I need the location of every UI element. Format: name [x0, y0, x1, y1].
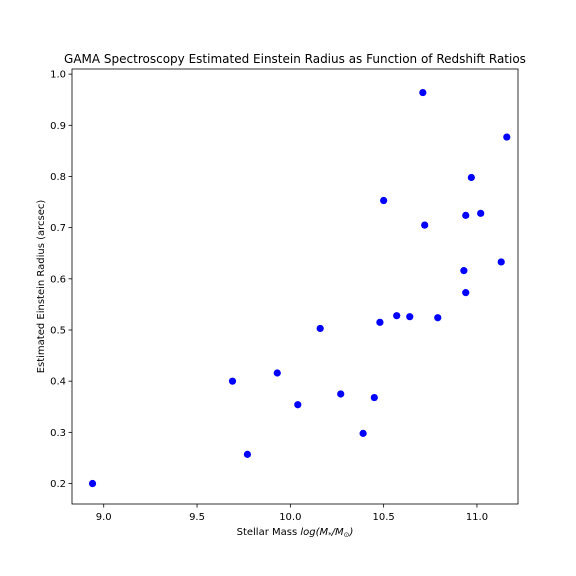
- x-axis-label-close: ): [349, 527, 354, 538]
- data-point: [376, 318, 384, 326]
- data-point: [497, 258, 505, 266]
- y-tick-label: 0.2: [50, 479, 66, 490]
- data-point: [434, 314, 442, 322]
- chart-title: GAMA Spectroscopy Estimated Einstein Rad…: [64, 52, 526, 66]
- x-axis-label-slash: /M: [331, 527, 344, 538]
- data-point: [467, 173, 475, 182]
- data-point: [316, 324, 324, 333]
- x-axis-label-sub: *: [328, 531, 332, 539]
- data-point: [337, 390, 345, 398]
- data-point: [370, 393, 378, 402]
- x-axis-ticks: 9.0 9.5 10.0 10.5 11.0: [96, 504, 488, 523]
- data-point: [462, 211, 470, 219]
- data-point: [421, 221, 429, 229]
- x-tick-label: 9.5: [189, 512, 205, 523]
- y-tick-label: 0.8: [50, 172, 66, 183]
- x-tick-label: 11.0: [466, 512, 488, 523]
- data-point: [359, 429, 367, 437]
- x-axis-label-prefix: Stellar Mass: [237, 527, 301, 538]
- x-axis-label-math: log(M: [300, 527, 328, 538]
- data-point: [88, 479, 97, 488]
- y-tick-label: 0.4: [50, 377, 66, 388]
- x-tick-label: 10.0: [279, 512, 301, 523]
- data-point: [462, 289, 470, 297]
- y-axis-ticks: 0.2 0.3 0.4 0.5 0.6 0.7 0.8 0.9 1.0: [50, 70, 72, 490]
- data-points: [88, 88, 511, 488]
- data-point: [273, 369, 281, 377]
- data-point: [380, 196, 388, 205]
- data-point: [503, 133, 511, 141]
- x-axis-label: Stellar Mass log(M*/M⊙): [237, 527, 354, 539]
- y-tick-label: 0.9: [50, 121, 66, 132]
- y-tick-label: 0.5: [50, 326, 66, 337]
- y-tick-label: 1.0: [50, 70, 66, 81]
- data-point: [406, 313, 414, 321]
- y-tick-label: 0.3: [50, 428, 66, 439]
- data-point: [294, 401, 302, 409]
- x-tick-label: 9.0: [96, 512, 112, 523]
- data-point: [228, 377, 237, 385]
- data-point: [419, 88, 427, 97]
- data-point: [393, 312, 401, 320]
- y-axis-label: Estimated Einstein Radius (arcsec): [36, 200, 47, 374]
- y-tick-label: 0.7: [50, 223, 66, 234]
- y-tick-label: 0.6: [50, 274, 66, 285]
- x-axis-label-sub2: ⊙: [344, 531, 350, 539]
- x-tick-label: 10.5: [373, 512, 395, 523]
- data-point: [460, 267, 468, 275]
- data-point: [243, 450, 252, 458]
- data-point: [477, 209, 485, 217]
- plot-area-frame: [71, 68, 519, 505]
